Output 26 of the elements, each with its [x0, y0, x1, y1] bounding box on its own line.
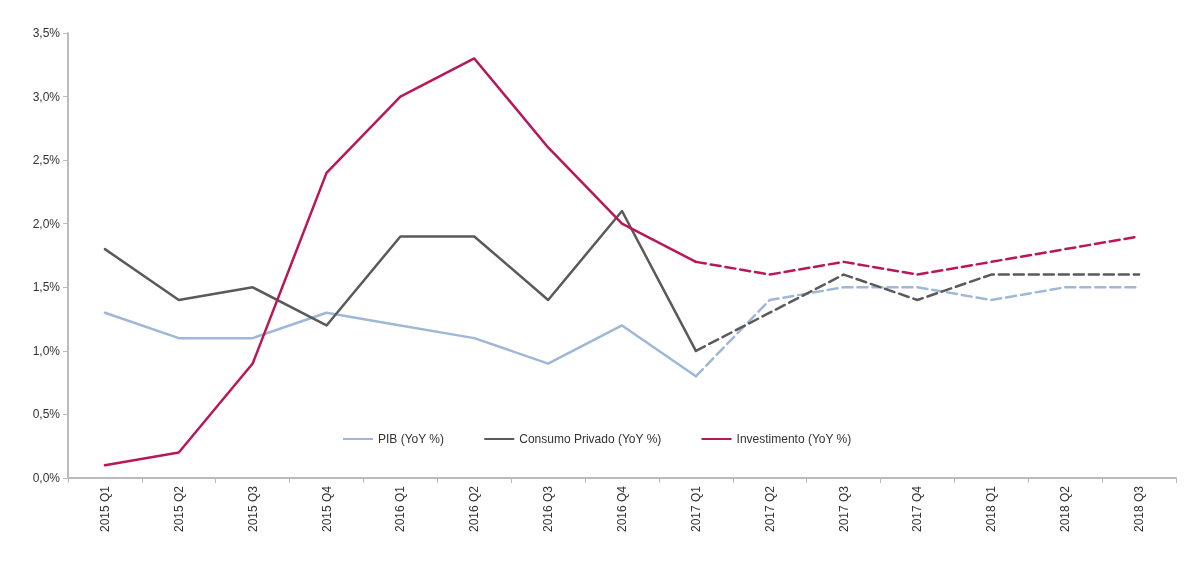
- x-tick-label: 2015 Q3: [245, 485, 260, 533]
- x-tick-label: 2018 Q2: [1058, 485, 1073, 533]
- y-tick-label: 0,0%: [32, 471, 61, 485]
- x-tick-label: 2018 Q3: [1132, 485, 1147, 533]
- x-tick-label: 2018 Q1: [984, 485, 999, 533]
- x-tick-label: 2015 Q1: [97, 485, 112, 533]
- y-tick-label: 1,5%: [32, 280, 61, 295]
- legend-label: Consumo Privado (YoY %): [519, 432, 662, 446]
- x-tick-label: 2017 Q3: [836, 485, 851, 533]
- x-tick-label: 2017 Q2: [762, 485, 777, 533]
- y-tick-label: 2,5%: [32, 153, 61, 168]
- x-tick-label: 2015 Q4: [319, 485, 334, 533]
- legend-label: PIB (YoY %): [378, 432, 445, 446]
- x-tick-label: 2017 Q1: [688, 485, 703, 533]
- x-tick-label: 2016 Q4: [615, 485, 629, 533]
- y-tick-label: 2,0%: [32, 216, 61, 231]
- x-tick-label: 2017 Q4: [910, 485, 925, 533]
- x-tick-label: 2015 Q2: [171, 485, 186, 533]
- x-tick-label: 2016 Q1: [393, 485, 408, 533]
- x-tick-label: 2016 Q2: [467, 485, 482, 533]
- y-tick-label: 1,0%: [32, 343, 61, 358]
- y-tick-label: 3,5%: [32, 26, 61, 40]
- legend-label: Investimento (YoY %): [736, 432, 852, 446]
- x-tick-label: 2016 Q3: [541, 485, 556, 533]
- y-tick-label: 3,0%: [32, 89, 61, 104]
- y-tick-label: 0,5%: [32, 407, 61, 422]
